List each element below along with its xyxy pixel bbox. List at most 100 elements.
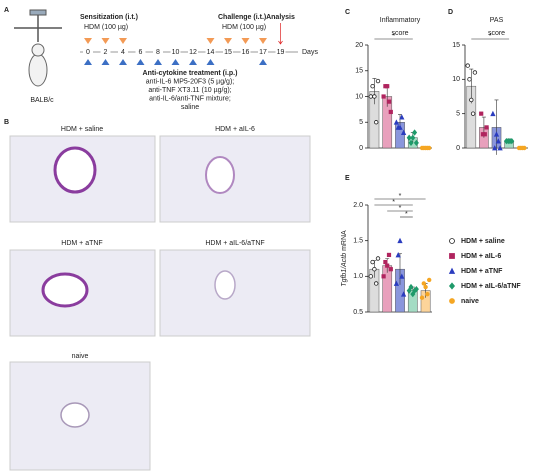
- y-tick-label: 2.0: [353, 202, 363, 209]
- dot: [410, 291, 416, 298]
- micrographs: [9, 135, 311, 471]
- dot: [381, 94, 386, 99]
- histology-label: HDM + aIL-6: [215, 126, 255, 133]
- treatment-line: anti-TNF XT3.11 (10 µg/g);: [148, 87, 231, 94]
- hdm-marker: [119, 38, 127, 44]
- dot: [427, 145, 432, 151]
- dot: [385, 84, 390, 89]
- histology-label: HDM + aIL-6/aTNF: [205, 240, 264, 247]
- panel-label: E: [345, 175, 350, 182]
- legend-label: naive: [461, 298, 479, 305]
- dot: [406, 134, 412, 141]
- treatment-marker: [101, 59, 110, 65]
- dot: [399, 114, 405, 120]
- dot: [388, 267, 393, 272]
- dot: [372, 267, 377, 272]
- chart-title: Inflammatory: [380, 17, 421, 24]
- dot: [397, 237, 403, 244]
- dot: [374, 281, 379, 286]
- dot: [370, 83, 375, 89]
- significance-label: *: [405, 211, 408, 218]
- histology-label: HDM + saline: [61, 126, 103, 133]
- day-bg: [240, 48, 251, 56]
- day-bg: [153, 48, 163, 56]
- days-unit: Days: [302, 49, 318, 56]
- day-label: 14: [207, 49, 215, 56]
- panel-label: C: [345, 9, 350, 16]
- day-bg: [83, 48, 93, 56]
- dot: [425, 291, 430, 297]
- day-bg: [118, 48, 128, 56]
- treatment-line: Anti-cytokine treatment (i.p.): [143, 70, 238, 77]
- analysis-label: Analysis: [266, 14, 295, 21]
- dot: [375, 78, 381, 84]
- legend-label: HDM + saline: [461, 238, 505, 245]
- dot: [448, 282, 456, 290]
- day-label: 0: [86, 49, 90, 56]
- legend-label: HDM + aIL-6: [461, 253, 501, 260]
- treatment-marker: [259, 59, 267, 65]
- hdm-marker: [206, 38, 215, 44]
- day-bg: [188, 48, 198, 56]
- y-axis-label-part: mRNA: [341, 230, 348, 253]
- dot: [370, 259, 375, 265]
- y-tick-label: 15: [452, 42, 460, 49]
- sensitization-dose: HDM (100 µg): [84, 24, 128, 31]
- dot: [467, 77, 472, 82]
- significance-label: *: [392, 199, 395, 206]
- dot: [448, 267, 456, 274]
- day-label: 12: [189, 49, 197, 56]
- treatment-line: saline: [181, 104, 199, 111]
- dot: [479, 111, 484, 116]
- day-label: 16: [242, 49, 250, 56]
- y-tick-label: 10: [452, 76, 460, 83]
- y-tick-label: 10: [355, 93, 363, 100]
- mouse-icon: [14, 9, 62, 87]
- dot: [413, 286, 419, 293]
- y-tick-label: 0: [456, 145, 460, 152]
- legend-label: HDM + aTNF: [461, 268, 503, 275]
- y-tick-label: 0.5: [353, 309, 363, 316]
- day-label: 6: [139, 49, 143, 56]
- day-bg: [223, 48, 233, 56]
- dot: [383, 259, 388, 265]
- day-bg: [275, 48, 286, 56]
- dot: [490, 110, 496, 117]
- day-label: 4: [121, 49, 125, 56]
- histology-label: naive: [72, 353, 89, 360]
- day-bg: [170, 48, 181, 56]
- mouse-strain: BALB/c: [30, 97, 54, 104]
- dot: [470, 111, 476, 116]
- chart-title: score: [488, 30, 505, 37]
- day-label: 10: [172, 49, 180, 56]
- dot: [449, 238, 455, 244]
- dot: [482, 132, 487, 137]
- treatment-marker: [206, 59, 215, 65]
- error-bar: [469, 68, 474, 104]
- dot: [522, 145, 527, 151]
- dot: [423, 284, 428, 290]
- significance-label: *: [489, 33, 492, 40]
- dot: [400, 291, 407, 297]
- dot: [419, 295, 425, 300]
- dot: [368, 274, 373, 279]
- y-tick-label: 0: [359, 145, 363, 152]
- histology-label: HDM + aTNF: [61, 240, 102, 247]
- dot: [386, 99, 392, 104]
- significance-label: *: [399, 205, 402, 212]
- day-bg: [100, 48, 111, 56]
- dot: [368, 94, 373, 99]
- y-tick-label: 20: [355, 42, 363, 49]
- dot: [388, 109, 393, 115]
- dot: [449, 298, 455, 304]
- dot: [399, 273, 405, 279]
- dot: [493, 131, 500, 137]
- hdm-marker: [224, 38, 232, 44]
- dot: [374, 120, 379, 125]
- y-tick-label: 5: [359, 119, 363, 126]
- treatment-marker: [171, 59, 180, 65]
- dot: [393, 280, 400, 286]
- day-bg: [258, 48, 268, 56]
- panel-label: D: [448, 9, 453, 16]
- dot: [395, 252, 401, 258]
